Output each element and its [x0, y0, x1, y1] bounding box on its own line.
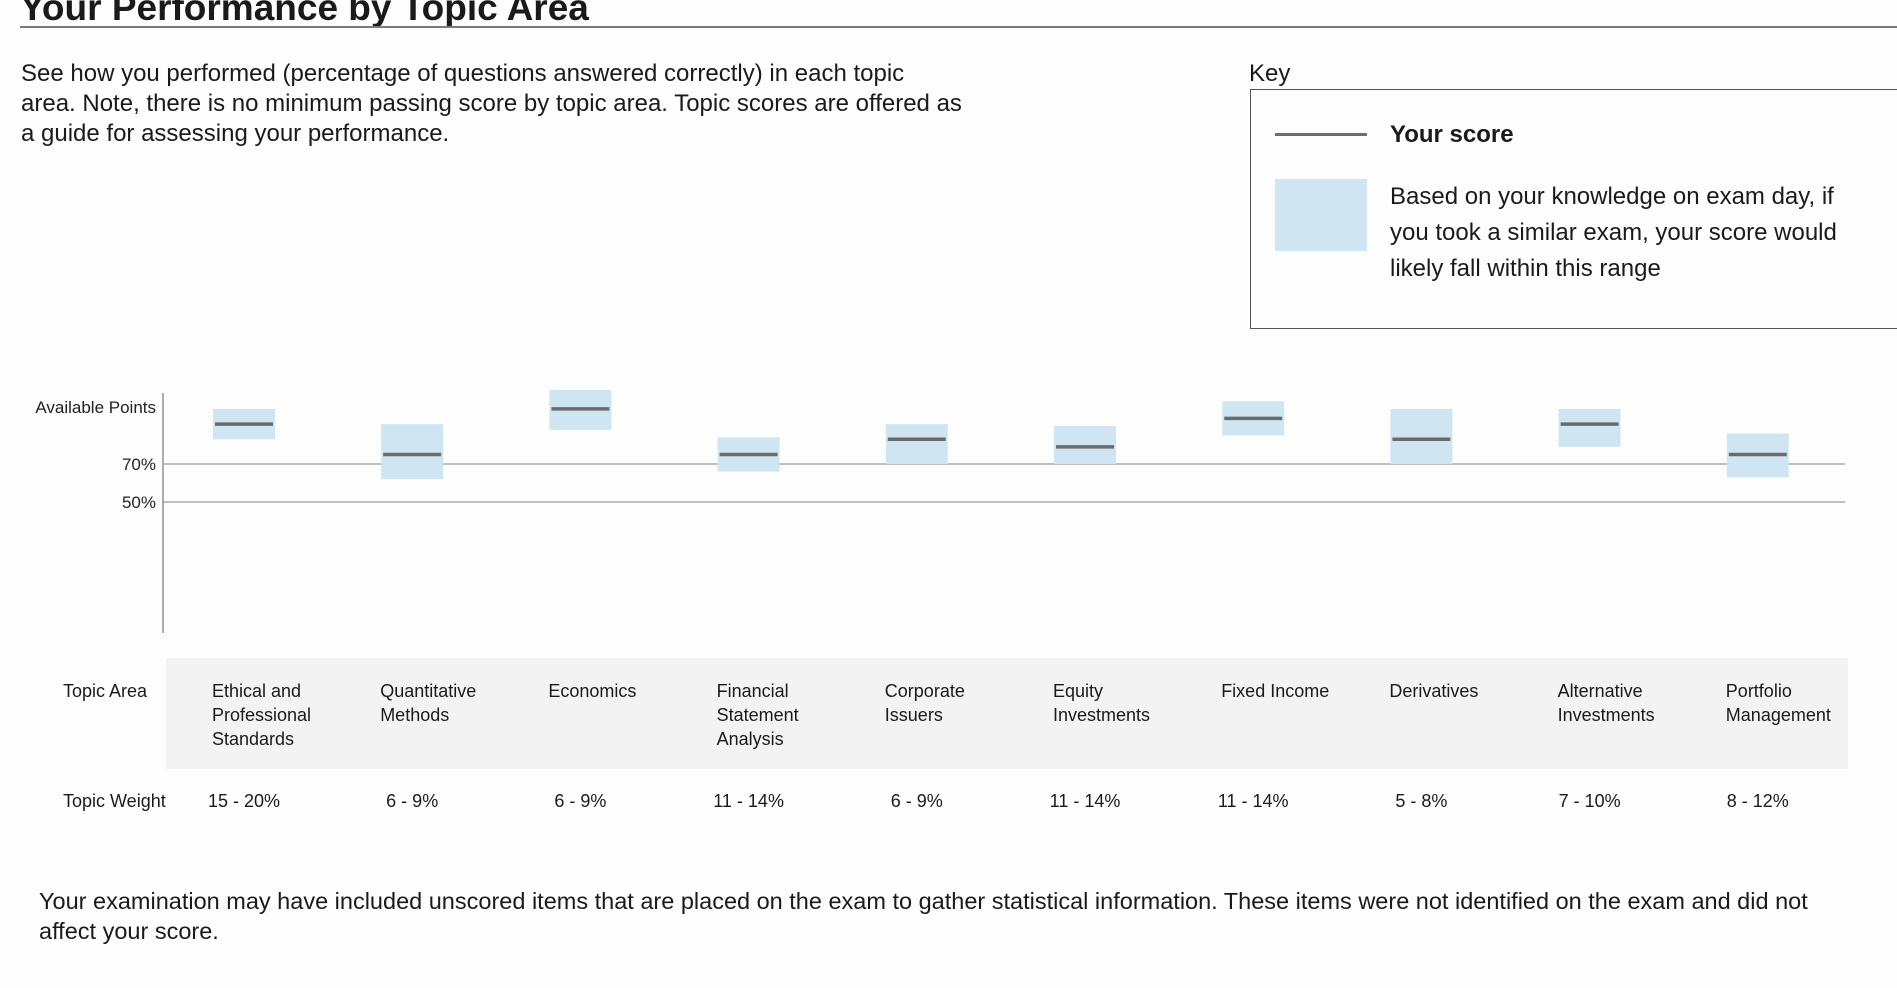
topic-name: Portfolio Management	[1726, 679, 1876, 727]
topic-name-line: Equity	[1053, 681, 1104, 701]
topic-name-line: Professional	[212, 705, 312, 725]
score-range-box	[1558, 408, 1621, 447]
topic-name-line: Fixed Income	[1221, 681, 1330, 701]
intro-line: area. Note, there is no minimum passing …	[21, 90, 962, 117]
topic-name-line: Investments	[1053, 705, 1151, 725]
topic-name-line: Analysis	[716, 729, 784, 749]
performance-chart: Available Points 70% 50%	[35, 389, 1845, 633]
topic-name-line: Corporate	[884, 681, 965, 701]
footnote-line: affect your score.	[39, 918, 219, 944]
topic-weight: 7 - 10%	[1558, 791, 1621, 811]
topic-weight: 5 - 8%	[1395, 791, 1448, 811]
topic-weight: 6 - 9%	[554, 791, 607, 811]
topic-name-line: Issuers	[884, 705, 943, 725]
topic-area-band	[166, 658, 1848, 769]
topic-name-line: Alternative	[1557, 681, 1643, 701]
score-range-box	[885, 424, 948, 464]
intro-line: See how you performed (percentage of que…	[21, 60, 905, 87]
topic-name: Financial Statement Analysis	[717, 679, 867, 751]
topic-weight-row-label: Topic Weight	[63, 791, 166, 811]
topic-name-line: Investments	[1557, 705, 1655, 725]
y-tick-label: Available Points	[35, 398, 156, 417]
topic-name-line: Portfolio	[1725, 681, 1792, 701]
y-tick-label: 50%	[122, 493, 156, 512]
score-range-description: Based on your knowledge on exam day, if …	[1390, 179, 1860, 287]
your-score-line-swatch	[1275, 133, 1367, 136]
key-heading: Key	[1249, 60, 1291, 87]
topic-name: Derivatives	[1389, 679, 1539, 703]
range-description-line: Based on your knowledge on exam day, if	[1390, 183, 1834, 210]
topic-weight: 6 - 9%	[386, 791, 439, 811]
topic-name-line: Economics	[548, 681, 637, 701]
title-divider	[20, 26, 1897, 28]
y-tick-label: 70%	[122, 455, 156, 474]
score-range-swatch	[1275, 179, 1367, 251]
topic-name: Economics	[548, 679, 698, 703]
page-title: Your Performance by Topic Area	[20, 0, 589, 28]
intro-line: a guide for assessing your performance.	[21, 120, 450, 147]
topic-weight: 11 - 14%	[1217, 791, 1289, 811]
topic-weight: 11 - 14%	[713, 791, 784, 811]
topic-name-line: Statement	[716, 705, 799, 725]
your-score-label: Your score	[1390, 121, 1514, 148]
topic-name-line: Ethical and	[212, 681, 302, 701]
topic-name-line: Methods	[380, 705, 450, 725]
score-range-box	[1390, 408, 1453, 464]
range-description-line: you took a similar exam, your score woul…	[1390, 219, 1837, 246]
topic-weight: 6 - 9%	[890, 791, 943, 811]
topic-name: Alternative Investments	[1558, 679, 1708, 727]
topic-name-line: Derivatives	[1389, 681, 1479, 701]
topic-name-line: Management	[1725, 705, 1831, 725]
topic-area-row-label: Topic Area	[63, 681, 148, 701]
topic-name-line: Standards	[212, 729, 295, 749]
topic-name-line: Quantitative	[380, 681, 477, 701]
intro-text: See how you performed (percentage of que…	[21, 59, 1021, 149]
topic-weight: 8 - 12%	[1726, 791, 1789, 811]
footnote-line: Your examination may have included unsco…	[39, 888, 1808, 914]
topic-weight: 15 - 20%	[207, 791, 281, 811]
score-range-box	[1054, 426, 1116, 464]
topic-name: Fixed Income	[1221, 679, 1371, 703]
topic-name: Corporate Issuers	[885, 679, 1035, 727]
topic-name-line: Financial	[716, 681, 789, 701]
key-legend: Your score Based on your knowledge on ex…	[1250, 89, 1897, 329]
topic-weight: 11 - 14%	[1049, 791, 1121, 811]
score-range-box	[381, 424, 444, 480]
topic-name: Equity Investments	[1053, 679, 1203, 727]
topic-name: Quantitative Methods	[380, 679, 530, 727]
topic-name: Ethical and Professional Standards	[212, 679, 362, 751]
footnote: Your examination may have included unsco…	[39, 886, 1808, 946]
range-description-line: likely fall within this range	[1390, 255, 1661, 282]
